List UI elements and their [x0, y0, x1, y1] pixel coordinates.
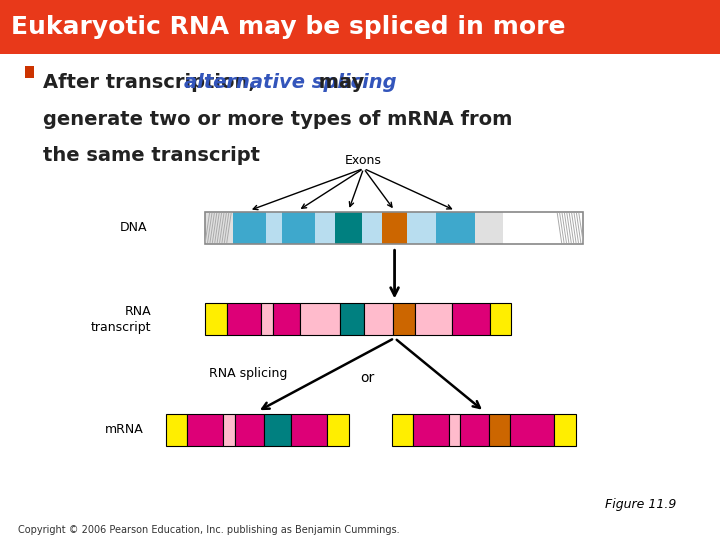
Bar [266, 212, 282, 244]
Bar [0, 0, 720, 54]
Bar [233, 212, 266, 244]
Text: Eukaryotic RNA may be spliced in more: Eukaryotic RNA may be spliced in more [11, 15, 565, 39]
Bar [413, 414, 449, 446]
Text: Exons: Exons [345, 154, 382, 167]
Bar [415, 303, 452, 335]
Text: or: or [360, 371, 374, 385]
Bar [205, 212, 583, 244]
Bar [264, 414, 291, 446]
Bar [315, 212, 335, 244]
Bar [554, 414, 576, 446]
Bar [452, 303, 490, 335]
Bar [436, 212, 475, 244]
Bar [291, 414, 327, 446]
Bar [227, 303, 261, 335]
Bar [393, 303, 415, 335]
Bar [273, 303, 300, 335]
Bar [460, 414, 489, 446]
Text: After transcription,: After transcription, [43, 73, 263, 92]
Bar [261, 303, 273, 335]
Bar [364, 303, 393, 335]
Bar [223, 414, 235, 446]
Bar [235, 414, 264, 446]
Bar [327, 414, 349, 446]
Text: may: may [312, 73, 365, 92]
Text: Figure 11.9: Figure 11.9 [606, 498, 677, 511]
Bar [449, 414, 460, 446]
Bar [489, 414, 510, 446]
Bar [490, 303, 511, 335]
Bar [382, 212, 407, 244]
Bar [362, 212, 382, 244]
Bar [407, 212, 436, 244]
Bar [205, 303, 227, 335]
Bar [510, 414, 554, 446]
Bar [340, 303, 364, 335]
Bar [205, 212, 233, 244]
Bar [335, 212, 362, 244]
Text: Copyright © 2006 Pearson Education, Inc. publishing as Benjamin Cummings.: Copyright © 2006 Pearson Education, Inc.… [18, 525, 400, 535]
Bar [392, 414, 413, 446]
Text: DNA: DNA [120, 221, 148, 234]
Bar [25, 66, 34, 78]
Bar [475, 212, 503, 244]
Text: generate two or more types of mRNA from: generate two or more types of mRNA from [43, 110, 513, 129]
Text: RNA splicing: RNA splicing [209, 367, 287, 380]
Bar [187, 414, 223, 446]
Text: RNA
transcript: RNA transcript [91, 305, 151, 334]
Text: mRNA: mRNA [105, 423, 144, 436]
Bar [300, 303, 340, 335]
Text: alternative splicing: alternative splicing [184, 73, 397, 92]
Text: the same transcript: the same transcript [43, 146, 260, 165]
Bar [282, 212, 315, 244]
Bar [166, 414, 187, 446]
